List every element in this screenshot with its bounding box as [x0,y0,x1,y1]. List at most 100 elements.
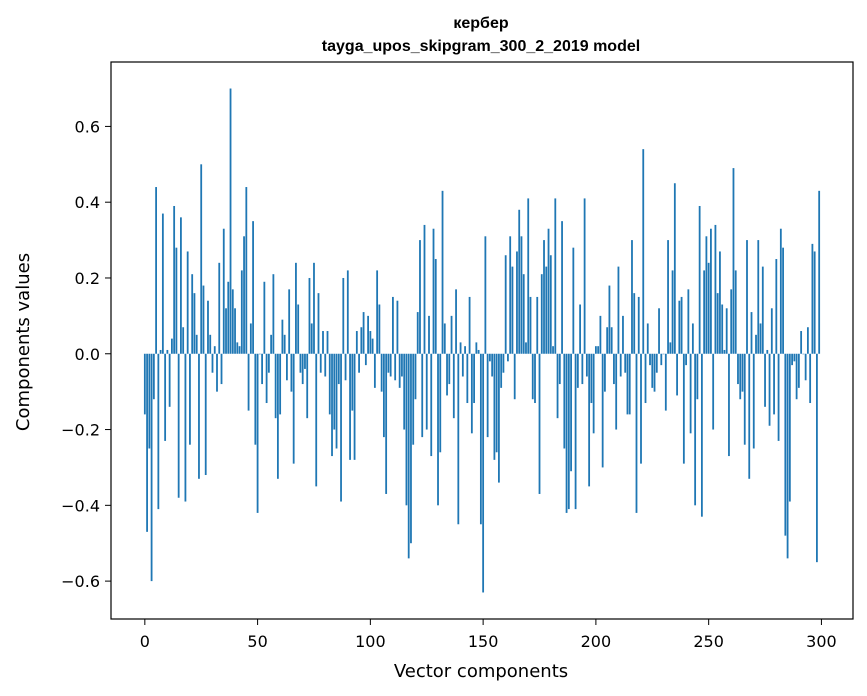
bar-101 [371,338,374,354]
bar-286 [788,353,791,502]
bar-261 [732,168,735,354]
bar-175 [538,353,541,494]
bar-187 [565,353,568,513]
bar-207 [610,327,613,354]
bar-219 [637,296,640,354]
bar-277 [768,353,771,426]
bar-82 [328,353,331,415]
bar-176 [540,274,543,354]
y-tick-label-2: −0.2 [61,421,100,440]
bar-57 [272,274,275,354]
bar-11 [168,353,171,407]
x-tick-label-100: 100 [355,632,386,651]
bar-97 [362,312,365,354]
bar-186 [563,353,566,449]
bar-146 [473,353,475,404]
bar-158 [500,353,503,388]
bar-96 [360,327,363,354]
bar-0 [143,353,146,415]
bar-153 [488,353,491,362]
bar-237 [678,300,681,354]
bar-276 [766,349,769,354]
bar-44 [243,236,245,354]
bar-29 [209,334,212,354]
bar-256 [721,304,724,354]
bar-73 [308,277,311,354]
bar-87 [340,353,342,502]
bar-265 [741,353,744,392]
bar-197 [588,353,591,487]
bar-266 [743,353,746,445]
chart-title: кербер [453,15,508,32]
bar-229 [660,353,663,366]
bar-105 [380,353,383,392]
bar-150 [482,353,485,593]
bar-71 [304,353,306,369]
bar-130 [437,353,439,506]
bar-167 [520,236,523,354]
bar-290 [797,353,800,388]
bar-33 [218,262,221,354]
x-axis-label: Vector components [394,661,568,682]
bar-89 [344,353,347,381]
bar-35 [222,228,225,354]
bar-299 [818,190,821,354]
bar-156 [495,353,498,453]
bar-293 [804,353,807,381]
bar-210 [617,266,620,354]
bar-74 [310,323,313,354]
bar-244 [694,353,697,506]
bar-190 [572,247,575,354]
bar-285 [786,353,789,559]
bar-247 [700,353,703,517]
bar-116 [405,353,408,506]
bar-171 [529,296,532,354]
bar-298 [816,353,818,563]
bar-273 [759,323,762,354]
bar-282 [779,228,782,354]
bar-23 [195,334,198,354]
chart-subtitle: tayga_upos_skipgram_300_2_2019 model [322,38,640,55]
bar-141 [461,353,464,377]
bar-118 [410,353,412,544]
bar-76 [315,353,318,487]
bar-60 [279,353,282,415]
bar-129 [434,259,437,354]
bar-109 [389,353,392,377]
bar-254 [716,293,719,354]
bar-108 [387,353,390,373]
bar-188 [567,353,570,510]
bar-98 [364,353,367,366]
bar-42 [238,346,241,354]
bar-50 [256,353,259,513]
bar-138 [455,289,457,354]
bar-147 [475,342,478,354]
bar-283 [782,247,784,354]
bar-4 [152,353,155,400]
bar-289 [795,353,798,400]
bar-165 [516,251,518,354]
bar-192 [576,353,579,388]
bar-262 [734,270,737,354]
bar-17 [182,327,185,354]
bar-249 [705,236,708,354]
x-axis: 0 50 100 150 200 250 300 [140,619,837,651]
bar-28 [207,300,209,354]
bar-41 [236,342,239,354]
bar-234 [671,270,674,354]
bar-120 [414,353,417,400]
bar-185 [561,221,563,354]
bar-240 [685,353,687,366]
x-tick-label-50: 50 [247,632,267,651]
bar-269 [750,312,753,354]
bar-132 [441,190,444,354]
bar-191 [574,353,577,510]
bar-102 [373,353,376,388]
bar-36 [225,308,227,354]
bar-248 [703,270,706,354]
bar-163 [511,266,514,354]
bar-183 [556,353,559,419]
bar-174 [536,296,539,354]
bar-30 [211,353,214,373]
bar-122 [419,240,421,354]
